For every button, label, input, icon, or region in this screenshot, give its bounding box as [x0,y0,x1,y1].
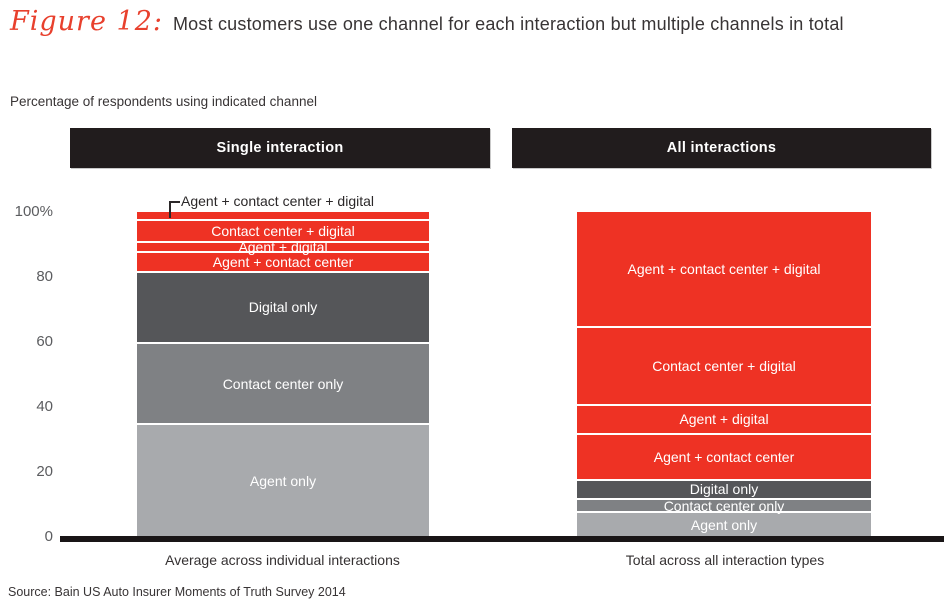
bar-segment-label: Contact center + digital [652,357,796,374]
y-tick-label: 80 [36,268,53,285]
x-axis-line [60,536,944,542]
bar-segment-label: Agent + contact center + digital [627,260,821,277]
stacked-bar-single-interaction: Agent only Contact center only Digital onl… [137,212,429,537]
x-axis-label-right: Total across all interaction types [625,552,825,568]
bar-segment-label: Digital only [689,481,759,498]
y-tick-label: 20 [36,463,53,480]
bar-segment: Agent only [577,511,871,537]
column-header-single-interaction: Single interaction [70,128,490,168]
bar-segment-label: Agent + contact center [212,253,354,270]
figure-number-label: Figure 12: [10,6,163,37]
bar-segment [137,212,429,219]
y-tick-label: 0 [44,528,53,545]
column-header-label: Single interaction [216,140,344,156]
bar-segment-label: Contact center only [222,375,344,392]
bar-segment-label: Digital only [248,299,318,316]
axis-unit-subtitle: Percentage of respondents using indicate… [10,94,317,109]
callout-leader-line [169,201,171,218]
bar-segment: Contact center + digital [577,325,871,404]
figure-title-row: Figure 12: Most customers use one channe… [10,6,844,37]
bar-segment: Digital only [137,270,429,342]
figure-title: Most customers use one channel for each … [172,14,844,34]
bar-segment-label: Contact center + digital [211,222,355,239]
column-header-label: All interactions [666,140,777,156]
bar-segment: Agent + contact center [137,251,429,271]
bar-segment-label: Agent + contact center [653,448,795,465]
bar-segment: Contact center only [137,342,429,424]
bar-segment-label: Contact center only [663,497,785,514]
bar-segment: Agent only [137,423,429,537]
bar-segment: Digital only [577,478,871,498]
bar-segment: Contact center + digital [137,218,429,242]
column-header-all-interactions: All interactions [512,128,931,168]
bar-segment-label: Agent + digital [238,239,328,256]
bar-segment: Agent + contact center + digital [577,212,871,326]
x-axis-label-left: Average across individual interactions [165,552,400,568]
y-tick-label: 60 [36,333,53,350]
callout-leader-line [169,201,180,203]
bar-segment: Agent + contact center [577,433,871,479]
bar-segment-label: Agent + digital [679,411,769,428]
stacked-bar-all-interactions: Agent only Contact center only Digital onl… [577,212,871,537]
bar-segment: Agent + digital [137,239,429,256]
bar-segment-label: Agent only [249,473,317,490]
source-note: Source: Bain US Auto Insurer Moments of … [8,585,346,599]
bar-segment: Agent + digital [577,403,871,433]
y-tick-label: 40 [36,398,53,415]
callout-label: Agent + contact center + digital [181,193,375,209]
bar-segment-label: Agent only [690,517,758,533]
y-tick-label: 100% [14,203,53,220]
bar-segment: Contact center only [577,497,871,514]
